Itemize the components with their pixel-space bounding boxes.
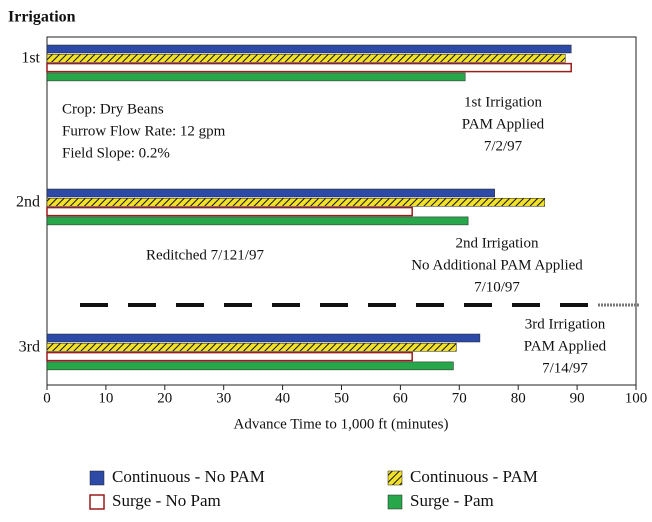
y-tick-label: 2nd — [16, 194, 40, 211]
y-tick-label: 1st — [21, 50, 40, 67]
x-tick-label: 40 — [275, 390, 290, 406]
x-tick-label: 100 — [625, 390, 648, 406]
annotation: Furrow Flow Rate: 12 gpm — [62, 123, 226, 139]
annotation: Reditched 7/121/97 — [146, 247, 264, 263]
annotation: No Additional PAM Applied — [411, 257, 583, 273]
bar — [46, 361, 454, 371]
legend-swatch — [89, 470, 105, 486]
x-tick-label: 10 — [98, 390, 113, 406]
legend-label: Surge - No Pam — [112, 491, 221, 510]
legend-label: Continuous - PAM — [410, 467, 538, 486]
annotation: 7/10/97 — [474, 279, 520, 295]
legend-label: Continuous - No PAM — [112, 467, 265, 486]
legend-label: Surge - Pam — [410, 491, 494, 510]
annotation: 7/2/97 — [484, 138, 523, 154]
annotation: Field Slope: 0.2% — [62, 145, 170, 161]
x-tick-label: 90 — [570, 390, 585, 406]
bar — [46, 198, 545, 207]
bar — [46, 44, 572, 54]
legend-swatch — [89, 494, 105, 510]
y-tick-label: 3rd — [19, 339, 40, 356]
annotation: PAM Applied — [524, 338, 607, 354]
x-axis-label: Advance Time to 1,000 ft (minutes) — [234, 416, 449, 432]
legend-swatch — [387, 470, 403, 486]
annotation: 2nd Irrigation — [456, 235, 539, 251]
annotation: 1st Irrigation — [464, 94, 542, 110]
bar — [46, 206, 413, 217]
annotation: 7/14/97 — [542, 360, 588, 376]
x-tick-label: 30 — [216, 390, 231, 406]
legend-swatch — [387, 494, 403, 510]
chart-title: Irrigation — [8, 9, 76, 26]
bar — [46, 343, 457, 352]
x-tick-label: 0 — [43, 390, 51, 406]
x-tick-label: 20 — [157, 390, 172, 406]
x-tick-label: 80 — [511, 390, 526, 406]
annotation: 3rd Irrigation — [525, 316, 606, 332]
x-tick-label: 50 — [334, 390, 349, 406]
bar — [46, 188, 495, 198]
bar — [46, 62, 572, 73]
bar — [46, 351, 413, 362]
bar — [46, 72, 466, 82]
annotation: PAM Applied — [462, 116, 545, 132]
x-tick-label: 70 — [452, 390, 467, 406]
annotation: Crop: Dry Beans — [62, 101, 164, 117]
bar — [46, 333, 481, 343]
bar — [46, 216, 469, 226]
x-tick-label: 60 — [393, 390, 408, 406]
bar — [46, 54, 566, 63]
